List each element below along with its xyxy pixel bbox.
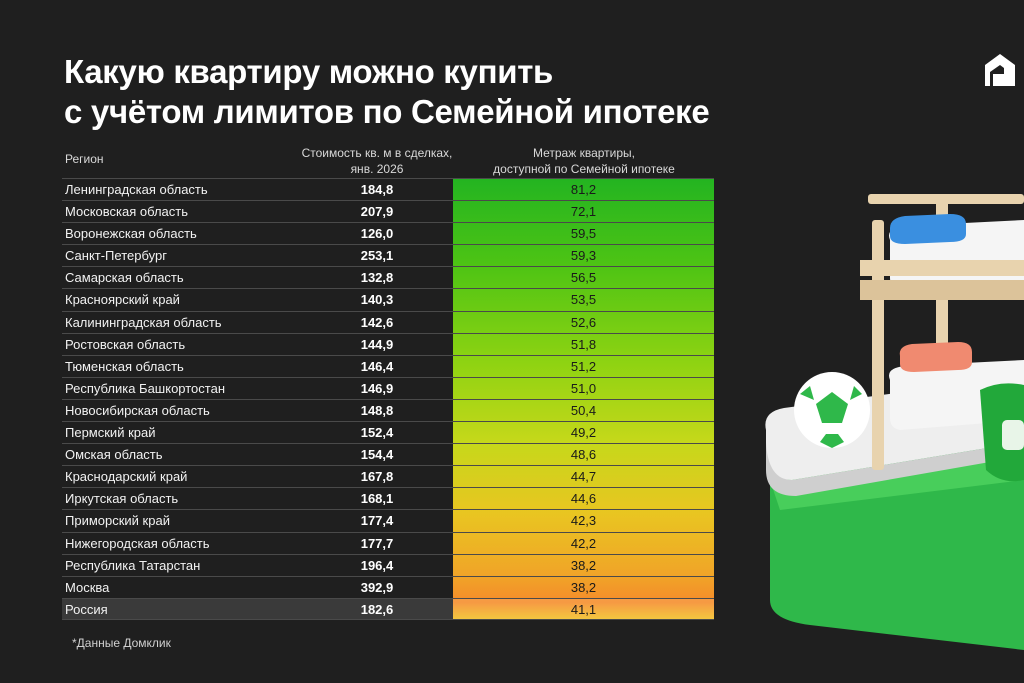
price-cell: 146,4 (360, 358, 394, 374)
table-row: Калининградская область 142,6 52,6 (62, 310, 714, 333)
price-cell: 142,6 (360, 314, 394, 330)
price-cell: 177,4 (360, 513, 394, 529)
region-cell: Москва (65, 579, 110, 595)
area-cell: 42,2 (570, 535, 597, 551)
region-cell: Пермский край (65, 425, 156, 441)
area-cell: 81,2 (570, 182, 597, 197)
header-price-line-2: янв. 2026 (350, 162, 404, 176)
area-cell: 59,5 (570, 226, 597, 242)
table-row: Россия 182,6 41,1 (62, 597, 714, 620)
table-row: Санкт-Петербург 253,1 59,3 (62, 244, 714, 266)
domclick-logo-icon (985, 54, 1015, 86)
region-cell: Приморский край (65, 513, 170, 529)
area-cell: 49,2 (570, 425, 597, 441)
region-cell: Воронежская область (65, 226, 197, 242)
region-cell: Республика Башкортостан (65, 380, 225, 396)
title-line-1: Какую квартиру можно купить (64, 53, 554, 90)
table-row: Тюменская область 146,4 51,2 (62, 354, 714, 377)
table-row: Московская область 207,9 72,1 (62, 200, 714, 222)
table-body: Ленинградская область 184,8 81,2 Московская… (62, 178, 714, 620)
region-cell: Санкт-Петербург (65, 248, 167, 264)
page-title: Какую квартиру можно купить с учётом лим… (64, 52, 710, 132)
table-row: Приморский край 177,4 42,3 (62, 509, 714, 531)
region-cell: Омская область (65, 447, 163, 463)
table-row: Москва 392,9 38,2 (62, 575, 714, 598)
table-row: Республика Башкортостан 146,9 51,0 (62, 376, 714, 399)
header-area-line-1: Метраж квартиры, (532, 146, 636, 160)
price-cell: 144,9 (360, 336, 394, 352)
header-region: Регион (65, 152, 104, 166)
area-cell: 72,1 (570, 204, 597, 220)
price-cell: 152,4 (360, 425, 394, 441)
price-cell: 253,1 (360, 248, 394, 264)
region-cell: Калининградская область (65, 314, 222, 330)
table-row: Воронежская область 126,0 59,5 (62, 222, 714, 244)
region-cell: Ленинградская область (65, 182, 208, 197)
region-cell: Московская область (65, 204, 189, 220)
table-row: Краснодарский край 167,8 44,7 (62, 465, 714, 487)
header-area: Метраж квартиры, доступной по Семейной и… (454, 145, 714, 177)
footnote: *Данные Домклик (72, 636, 171, 650)
region-cell: Россия (65, 601, 108, 617)
price-cell: 148,8 (360, 402, 394, 418)
price-cell: 177,7 (360, 535, 394, 551)
table-row: Новосибирская область 148,8 50,4 (62, 398, 714, 421)
area-cell: 44,7 (570, 469, 597, 485)
table-row: Пермский край 152,4 49,2 (62, 421, 714, 443)
table-row: Самарская область 132,8 56,5 (62, 266, 714, 288)
table-row: Ростовская область 144,9 51,8 (62, 332, 714, 355)
table-row: Ленинградская область 184,8 81,2 (62, 178, 714, 200)
region-cell: Тюменская область (65, 358, 184, 374)
area-cell: 38,2 (570, 557, 597, 573)
header-price-line-1: Стоимость кв. м в сделках, (301, 146, 453, 160)
region-cell: Республика Татарстан (65, 557, 201, 573)
table-row: Омская область 154,4 48,6 (62, 443, 714, 465)
area-cell: 48,6 (570, 447, 597, 463)
region-cell: Краснодарский край (65, 469, 188, 485)
area-cell: 53,5 (570, 292, 597, 308)
header-price: Стоимость кв. м в сделках, янв. 2026 (262, 145, 492, 177)
area-cell: 44,6 (570, 491, 597, 507)
area-cell: 51,8 (570, 336, 597, 352)
area-cell: 38,2 (570, 579, 597, 595)
area-cell: 52,6 (570, 314, 597, 330)
area-cell: 42,3 (570, 513, 597, 529)
table-header: Регион Стоимость кв. м в сделках, янв. 2… (62, 138, 714, 178)
price-cell: 392,9 (360, 579, 394, 595)
area-cell: 59,3 (570, 248, 597, 264)
region-cell: Новосибирская область (65, 402, 210, 418)
price-cell: 196,4 (360, 557, 394, 573)
table-row: Республика Татарстан 196,4 38,2 (62, 553, 714, 576)
price-cell: 132,8 (360, 270, 394, 286)
header-area-line-2: доступной по Семейной ипотеке (493, 162, 675, 176)
region-cell: Нижегородская область (65, 535, 210, 551)
price-cell: 182,6 (360, 601, 394, 617)
bunk-bed-illustration (765, 194, 1024, 650)
mortgage-table: Регион Стоимость кв. м в сделках, янв. 2… (62, 138, 714, 620)
area-cell: 50,4 (570, 402, 597, 418)
price-cell: 207,9 (360, 204, 394, 220)
price-cell: 154,4 (360, 447, 394, 463)
price-cell: 168,1 (360, 491, 394, 507)
area-cell: 51,0 (570, 380, 597, 396)
table-row: Красноярский край 140,3 53,5 (62, 288, 714, 310)
price-cell: 126,0 (360, 226, 394, 242)
table-row: Нижегородская область 177,7 42,2 (62, 531, 714, 554)
price-cell: 184,8 (360, 182, 394, 197)
area-cell: 41,1 (570, 601, 597, 617)
price-cell: 140,3 (360, 292, 394, 308)
region-cell: Самарская область (65, 270, 184, 286)
region-cell: Красноярский край (65, 292, 180, 308)
area-cell: 56,5 (570, 270, 597, 286)
area-cell: 51,2 (570, 358, 597, 374)
region-cell: Иркутская область (65, 491, 179, 507)
table-row: Иркутская область 168,1 44,6 (62, 487, 714, 509)
title-line-2: с учётом лимитов по Семейной ипотеке (64, 93, 710, 130)
price-cell: 167,8 (360, 469, 394, 485)
region-cell: Ростовская область (65, 336, 186, 352)
price-cell: 146,9 (360, 380, 394, 396)
